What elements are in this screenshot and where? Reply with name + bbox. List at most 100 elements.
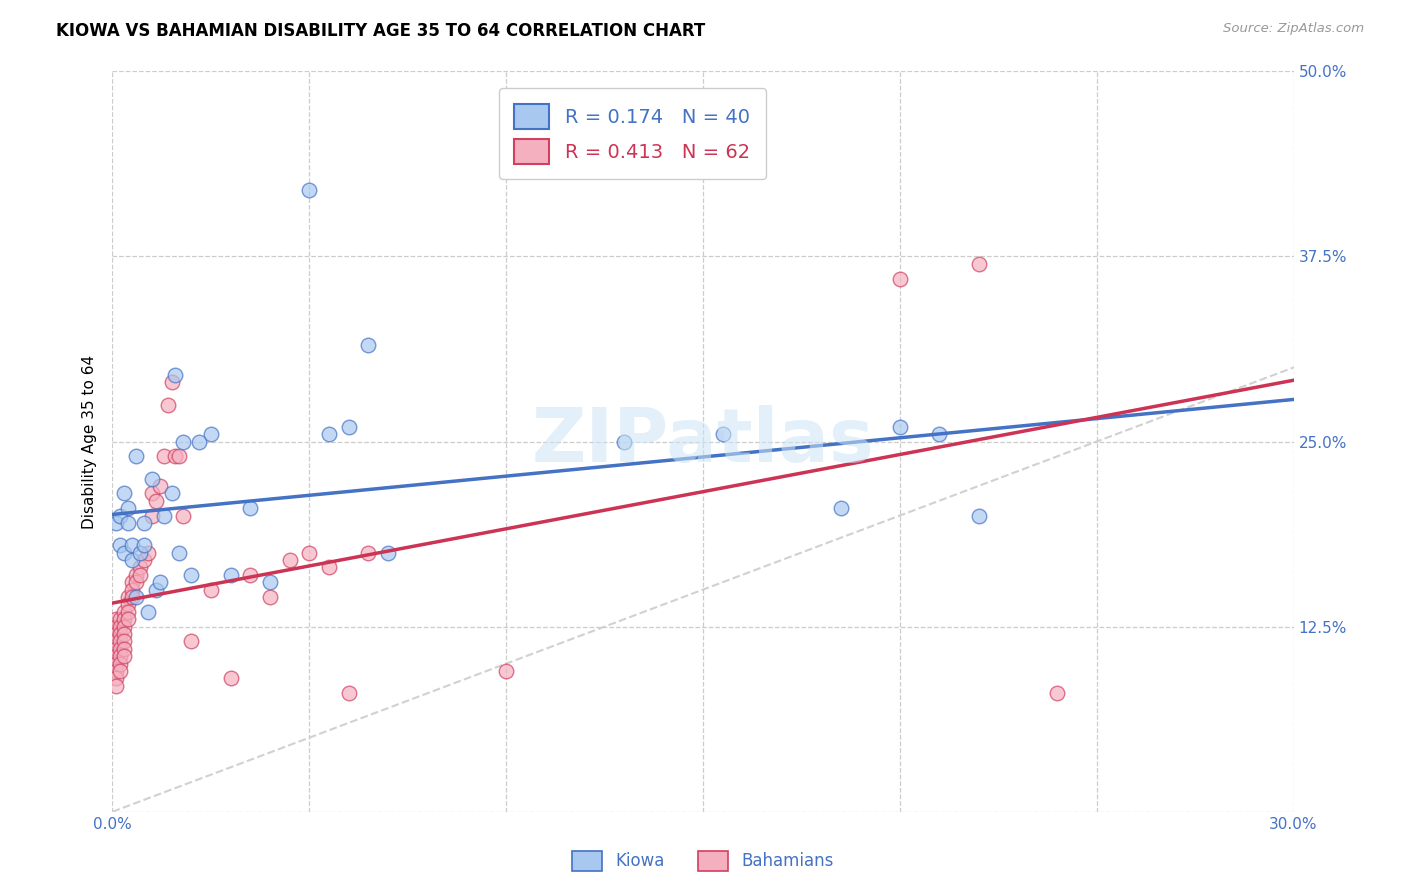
Point xyxy=(117,590,139,604)
Point xyxy=(129,560,152,574)
Point xyxy=(110,508,132,523)
Point xyxy=(141,486,163,500)
Point xyxy=(165,450,187,464)
Point xyxy=(121,538,143,552)
Point xyxy=(112,641,135,656)
Point xyxy=(112,546,135,560)
Point xyxy=(1046,686,1069,700)
Point xyxy=(110,641,132,656)
Point xyxy=(152,450,174,464)
Point xyxy=(337,686,360,700)
Point xyxy=(145,493,167,508)
Point xyxy=(136,546,159,560)
Point xyxy=(112,627,135,641)
Point xyxy=(117,605,139,619)
Point xyxy=(105,612,128,626)
Point xyxy=(889,419,911,434)
Point xyxy=(318,560,340,574)
Point xyxy=(967,257,990,271)
Point xyxy=(105,641,128,656)
Point xyxy=(125,567,148,582)
Point xyxy=(219,672,242,686)
Point xyxy=(180,567,202,582)
Point xyxy=(259,590,281,604)
Legend: R = 0.174   N = 40, R = 0.413   N = 62: R = 0.174 N = 40, R = 0.413 N = 62 xyxy=(499,88,765,179)
Point xyxy=(110,619,132,633)
Point xyxy=(132,553,155,567)
Point xyxy=(112,605,135,619)
Point xyxy=(165,368,187,382)
Point xyxy=(105,657,128,671)
Point xyxy=(169,450,191,464)
Legend: Kiowa, Bahamians: Kiowa, Bahamians xyxy=(564,842,842,880)
Point xyxy=(200,427,222,442)
Point xyxy=(141,471,163,485)
Point xyxy=(967,508,990,523)
Point xyxy=(125,450,148,464)
Y-axis label: Disability Age 35 to 64: Disability Age 35 to 64 xyxy=(82,354,97,529)
Point xyxy=(377,546,399,560)
Point xyxy=(110,664,132,678)
Point xyxy=(357,338,380,352)
Point xyxy=(172,508,194,523)
Point xyxy=(830,501,852,516)
Point xyxy=(337,419,360,434)
Point xyxy=(200,582,222,597)
Point xyxy=(105,664,128,678)
Point xyxy=(125,590,148,604)
Point xyxy=(105,672,128,686)
Point xyxy=(357,546,380,560)
Point xyxy=(117,598,139,612)
Point xyxy=(160,376,183,390)
Point xyxy=(169,546,191,560)
Point xyxy=(105,634,128,648)
Point xyxy=(145,582,167,597)
Text: ZIPatlas: ZIPatlas xyxy=(531,405,875,478)
Text: KIOWA VS BAHAMIAN DISABILITY AGE 35 TO 64 CORRELATION CHART: KIOWA VS BAHAMIAN DISABILITY AGE 35 TO 6… xyxy=(56,22,706,40)
Point xyxy=(105,649,128,664)
Text: Source: ZipAtlas.com: Source: ZipAtlas.com xyxy=(1223,22,1364,36)
Point xyxy=(125,575,148,590)
Point xyxy=(105,619,128,633)
Point xyxy=(259,575,281,590)
Point xyxy=(141,508,163,523)
Point xyxy=(110,657,132,671)
Point xyxy=(121,575,143,590)
Point xyxy=(318,427,340,442)
Point xyxy=(188,434,211,449)
Point xyxy=(110,538,132,552)
Point xyxy=(613,434,636,449)
Point xyxy=(110,649,132,664)
Point xyxy=(152,508,174,523)
Point xyxy=(110,627,132,641)
Point xyxy=(132,516,155,530)
Point xyxy=(298,546,321,560)
Point xyxy=(117,612,139,626)
Point xyxy=(278,553,301,567)
Point xyxy=(112,612,135,626)
Point xyxy=(129,546,152,560)
Point xyxy=(129,567,152,582)
Point xyxy=(121,582,143,597)
Point xyxy=(889,271,911,285)
Point xyxy=(156,397,179,411)
Point xyxy=(121,553,143,567)
Point xyxy=(149,575,172,590)
Point xyxy=(298,183,321,197)
Point xyxy=(110,612,132,626)
Point xyxy=(112,486,135,500)
Point xyxy=(105,679,128,693)
Point xyxy=(117,516,139,530)
Point xyxy=(117,501,139,516)
Point xyxy=(132,538,155,552)
Point xyxy=(180,634,202,648)
Point xyxy=(160,486,183,500)
Point xyxy=(121,590,143,604)
Point xyxy=(136,605,159,619)
Point xyxy=(112,634,135,648)
Point xyxy=(105,516,128,530)
Point xyxy=(112,619,135,633)
Point xyxy=(110,634,132,648)
Point xyxy=(239,567,262,582)
Point xyxy=(711,427,734,442)
